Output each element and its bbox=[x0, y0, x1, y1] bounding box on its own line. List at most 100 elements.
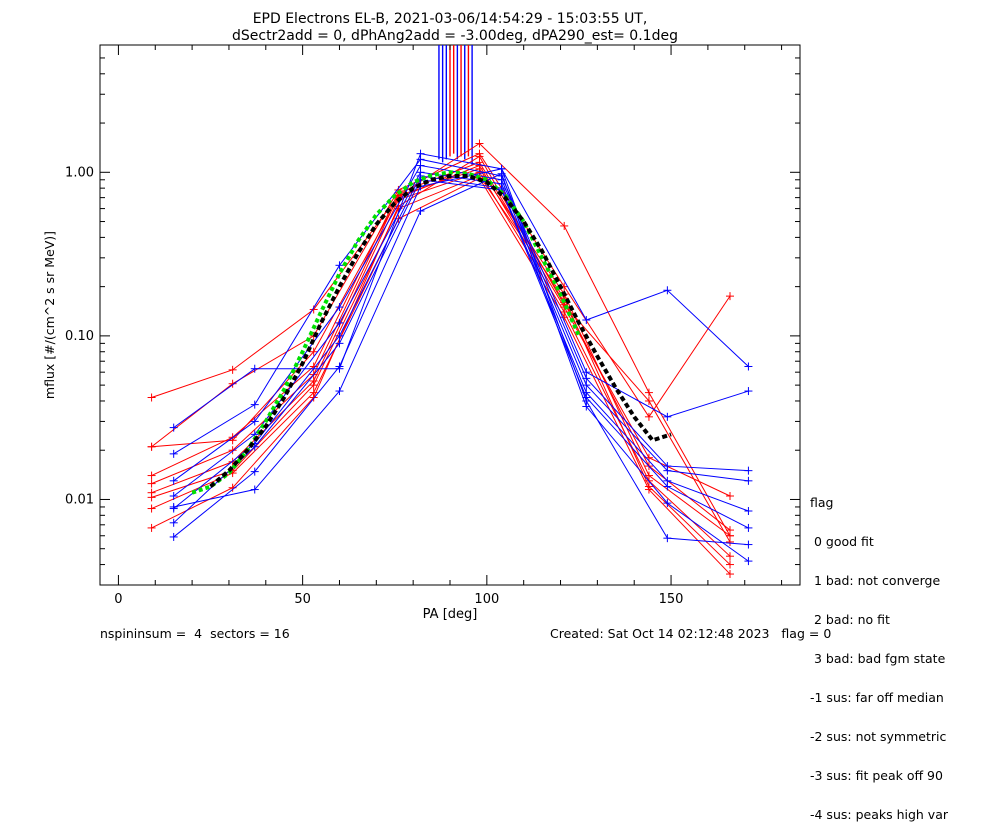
data-point bbox=[228, 379, 237, 388]
series-line bbox=[173, 164, 749, 482]
data-point bbox=[250, 417, 259, 426]
data-point bbox=[726, 491, 734, 500]
ticks-layer: 0 50 100 150 0.01 0.10 1.00 bbox=[65, 44, 800, 607]
data-point bbox=[663, 499, 672, 508]
data-point bbox=[663, 482, 672, 491]
data-point bbox=[335, 261, 344, 270]
chart-title-line1: EPD Electrons EL-B, 2021-03-06/14:54:29 … bbox=[253, 11, 648, 27]
legend-item: 3 bad: bad fgm state bbox=[810, 651, 946, 666]
series-line bbox=[173, 153, 749, 429]
data-point bbox=[582, 316, 591, 325]
data-point bbox=[169, 518, 178, 527]
data-point bbox=[416, 206, 425, 215]
data-point bbox=[663, 466, 672, 475]
data-point bbox=[147, 442, 156, 451]
series-line bbox=[173, 168, 749, 546]
data-point bbox=[475, 152, 484, 161]
data-point bbox=[744, 387, 753, 396]
data-point bbox=[169, 532, 178, 541]
data-point bbox=[644, 396, 653, 405]
legend-item: 2 bad: no fit bbox=[810, 612, 890, 627]
data-point bbox=[147, 523, 156, 532]
data-point bbox=[250, 467, 259, 476]
data-point bbox=[335, 331, 344, 340]
footer-left: nspininsum = 4 sectors = 16 bbox=[100, 626, 290, 641]
data-point bbox=[744, 466, 753, 475]
x-tick-label: 150 bbox=[659, 592, 684, 607]
data-point bbox=[335, 362, 344, 371]
data-point bbox=[644, 388, 653, 397]
data-point bbox=[663, 286, 672, 295]
flag-legend: flag 0 good fit 1 bad: not converge 2 ba… bbox=[810, 470, 948, 834]
data-point bbox=[228, 365, 237, 374]
data-point bbox=[169, 502, 178, 511]
data-point bbox=[335, 339, 344, 348]
data-point bbox=[744, 523, 753, 532]
data-point bbox=[416, 161, 425, 170]
data-point bbox=[309, 381, 318, 390]
spikes-layer bbox=[438, 45, 473, 166]
x-tick-label: 50 bbox=[294, 592, 311, 607]
data-point bbox=[228, 446, 237, 455]
data-point bbox=[335, 318, 344, 327]
data-point bbox=[497, 169, 506, 178]
data-point bbox=[147, 471, 156, 480]
series-line bbox=[173, 175, 749, 512]
data-point bbox=[726, 560, 734, 569]
footer-right: Created: Sat Oct 14 02:12:48 2023 flag =… bbox=[550, 626, 832, 641]
data-point bbox=[582, 402, 591, 411]
data-point bbox=[726, 570, 734, 579]
series-line bbox=[173, 158, 749, 455]
data-point bbox=[644, 412, 653, 421]
data-point bbox=[250, 400, 259, 409]
data-point bbox=[560, 221, 569, 230]
black-fit-curve bbox=[209, 173, 672, 489]
legend-item: -4 sus: peaks high var bbox=[810, 807, 949, 822]
series-line bbox=[151, 153, 731, 448]
data-point bbox=[663, 412, 672, 421]
series-layer bbox=[147, 139, 753, 579]
data-point bbox=[663, 534, 672, 543]
data-point bbox=[744, 362, 753, 371]
x-tick-label: 100 bbox=[474, 592, 499, 607]
x-tick-label: 0 bbox=[114, 592, 122, 607]
fits-layer bbox=[191, 170, 672, 495]
legend-item: -2 sus: not symmetric bbox=[810, 729, 947, 744]
data-point bbox=[744, 557, 753, 566]
legend-item: 0 good fit bbox=[810, 534, 874, 549]
data-point bbox=[726, 552, 734, 561]
series-line bbox=[151, 171, 731, 557]
data-point bbox=[309, 393, 318, 402]
y-tick-label: 0.10 bbox=[65, 329, 94, 344]
data-point bbox=[644, 485, 653, 494]
data-point bbox=[147, 479, 156, 488]
data-point bbox=[744, 476, 753, 485]
green-fit-curve bbox=[191, 170, 581, 495]
data-point bbox=[475, 139, 484, 148]
data-point bbox=[309, 347, 318, 356]
data-point bbox=[250, 364, 259, 373]
x-axis-label: PA [deg] bbox=[423, 607, 478, 622]
data-point bbox=[169, 491, 178, 500]
chart-title-line2: dSectr2add = 0, dPhAng2add = -3.00deg, d… bbox=[232, 28, 678, 44]
y-axis-label: mflux [#/(cm^2 s sr MeV)] bbox=[42, 231, 57, 399]
data-point bbox=[726, 537, 734, 546]
data-point bbox=[335, 303, 344, 312]
data-point bbox=[335, 387, 344, 396]
data-point bbox=[147, 393, 156, 402]
legend-item: 1 bad: not converge bbox=[810, 573, 941, 588]
data-point bbox=[744, 507, 753, 516]
data-point bbox=[169, 476, 178, 485]
legend-item: -1 sus: far off median bbox=[810, 690, 944, 705]
data-point bbox=[726, 292, 734, 301]
series-line bbox=[173, 173, 749, 562]
data-point bbox=[147, 504, 156, 513]
legend-item: -3 sus: fit peak off 90 bbox=[810, 768, 943, 783]
y-tick-label: 1.00 bbox=[65, 165, 94, 180]
series-line bbox=[173, 179, 749, 529]
data-point bbox=[169, 449, 178, 458]
series-line bbox=[151, 175, 731, 565]
legend-title: flag bbox=[810, 495, 834, 510]
data-point bbox=[744, 540, 753, 549]
series-line bbox=[151, 177, 731, 575]
